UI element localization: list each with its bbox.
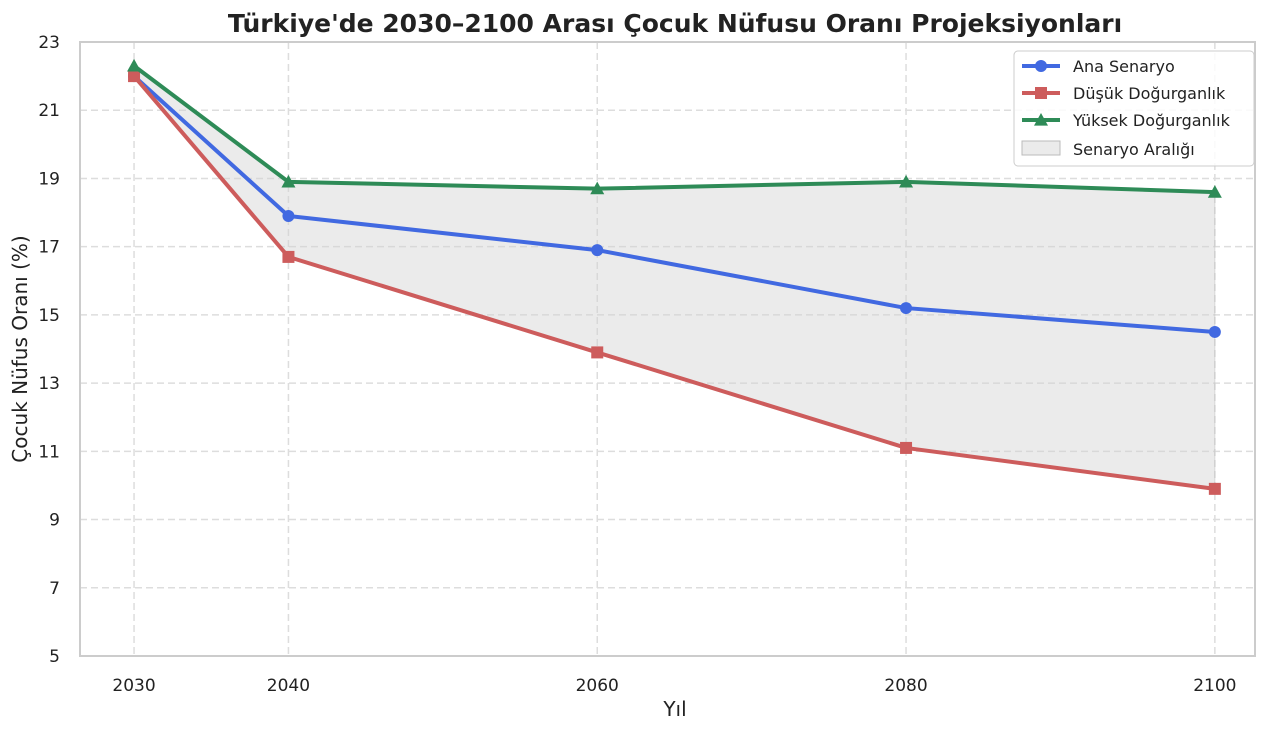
data-point xyxy=(900,302,913,315)
legend-label: Yüksek Doğurganlık xyxy=(1072,111,1231,130)
legend-label: Düşük Doğurganlık xyxy=(1073,84,1226,103)
y-tick-label: 21 xyxy=(38,101,60,121)
x-tick-label: 2030 xyxy=(112,676,155,696)
y-tick-label: 5 xyxy=(49,647,60,667)
x-axis-label: Yıl xyxy=(662,697,686,721)
data-point xyxy=(127,58,142,72)
data-point xyxy=(281,174,296,188)
chart-title: Türkiye'de 2030–2100 Arası Çocuk Nüfusu … xyxy=(228,9,1122,38)
data-point xyxy=(282,209,295,222)
data-point xyxy=(591,244,604,257)
data-point xyxy=(128,70,141,83)
x-tick-label: 2040 xyxy=(267,676,310,696)
y-tick-label: 17 xyxy=(38,238,60,258)
data-point xyxy=(591,346,604,359)
data-point xyxy=(282,250,295,263)
legend-marker xyxy=(1035,87,1047,99)
x-tick-label: 2080 xyxy=(884,676,927,696)
y-tick-label: 9 xyxy=(49,511,60,531)
x-tick-label: 2100 xyxy=(1193,676,1236,696)
data-point xyxy=(1208,325,1221,338)
legend-box xyxy=(1013,50,1255,167)
y-tick-label: 7 xyxy=(49,579,60,599)
x-tick-label: 2060 xyxy=(576,676,619,696)
data-point xyxy=(590,181,605,195)
legend-label: Senaryo Aralığı xyxy=(1073,140,1195,159)
data-point xyxy=(1207,185,1222,198)
y-tick-label: 15 xyxy=(38,306,60,326)
y-tick-label: 23 xyxy=(38,33,60,53)
y-tick-label: 13 xyxy=(38,374,60,394)
legend-label: Ana Senaryo xyxy=(1073,57,1175,76)
y-axis-label: Çocuk Nüfus Oranı (%) xyxy=(8,235,32,462)
y-tick-label: 11 xyxy=(38,442,60,462)
legend-marker xyxy=(1035,60,1047,72)
plot-frame xyxy=(79,41,1256,657)
legend-swatch xyxy=(1021,140,1061,156)
y-tick-label: 19 xyxy=(38,169,60,189)
legend-marker xyxy=(1034,113,1048,126)
data-point xyxy=(900,441,913,454)
data-point xyxy=(1208,482,1221,495)
legend: Ana Senaryo Düşük Doğurganlık Yüksek Doğur… xyxy=(1013,50,1255,167)
data-point xyxy=(899,174,914,188)
